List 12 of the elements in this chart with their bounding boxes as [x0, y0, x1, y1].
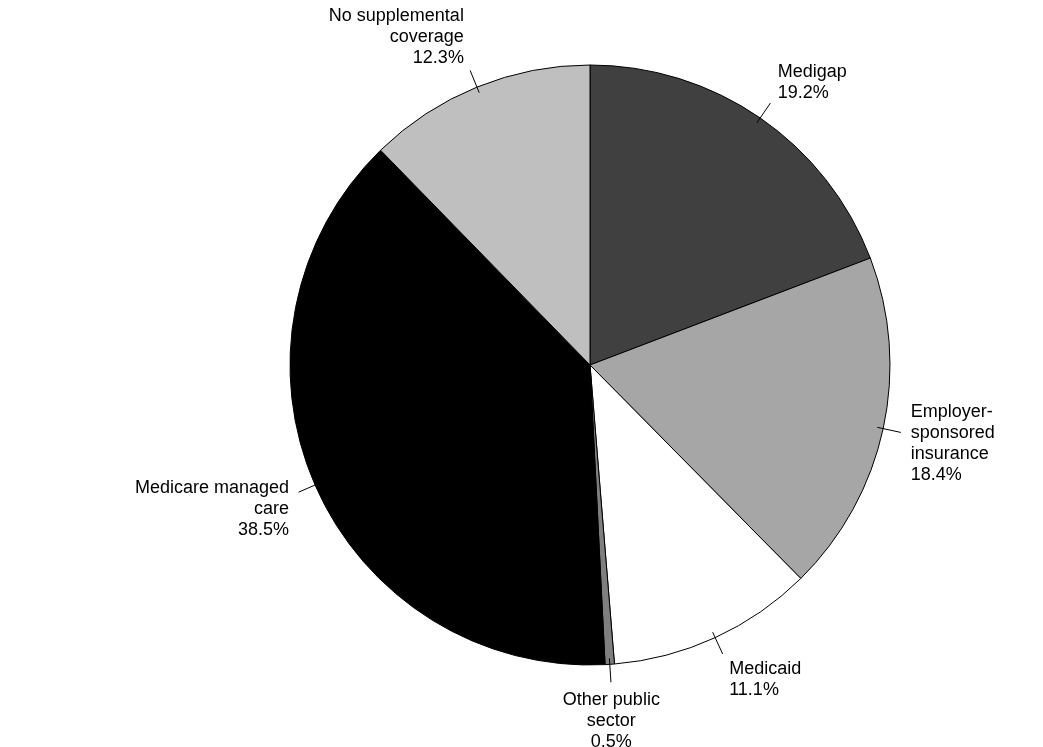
data-label: 18.4% — [910, 464, 962, 485]
data-label: 11.1% — [729, 679, 779, 700]
data-label: 38.5% — [238, 518, 290, 539]
slice-label: Medigap — [777, 60, 847, 81]
slice-label: No supplemental coverage — [328, 5, 464, 47]
data-label: 0.5% — [590, 731, 632, 747]
slice-label: Employer-sponsored insurance — [910, 401, 995, 464]
slice-label: Other public sector — [562, 689, 660, 731]
slice-label: Medicaid — [729, 658, 802, 679]
data-label: 12.3% — [412, 47, 464, 68]
slice-label: Medicare managed care — [134, 476, 290, 518]
data-label: 19.2% — [777, 81, 829, 102]
